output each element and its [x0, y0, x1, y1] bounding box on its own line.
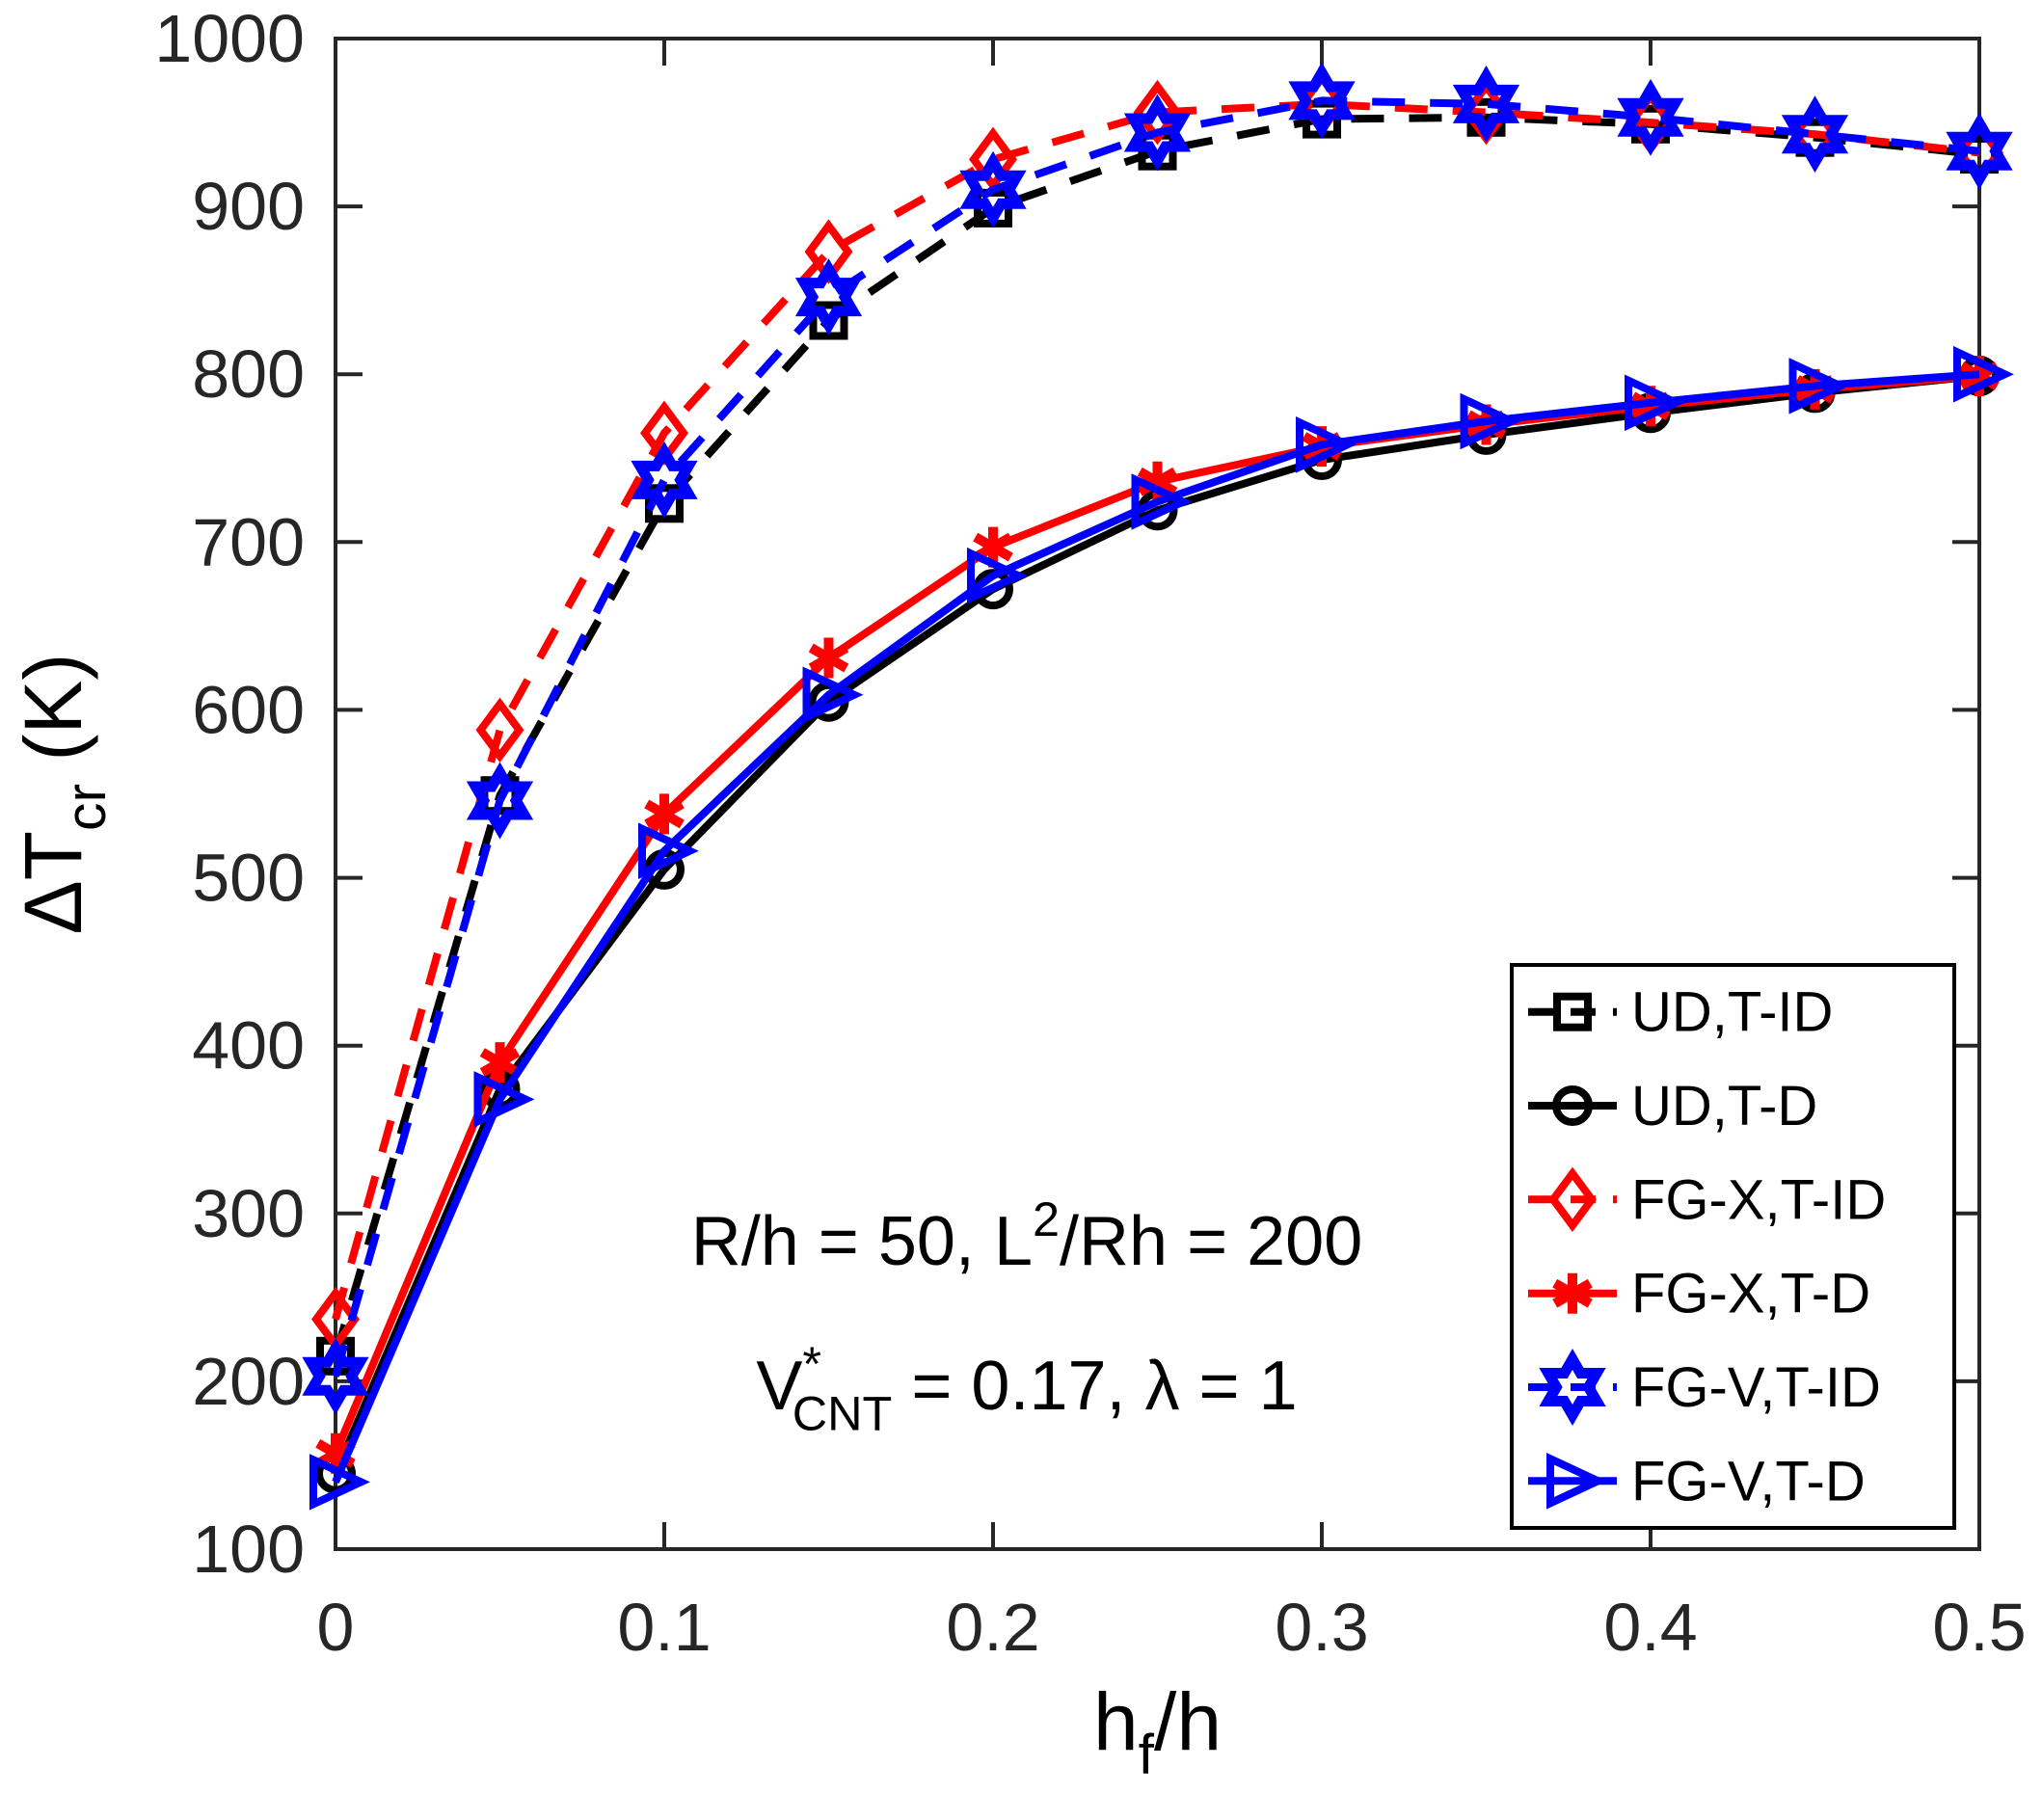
marker-hexagram [1539, 1349, 1606, 1426]
marker-triangle-right [473, 1071, 535, 1128]
annotation-2: V* CNT = 0.17, λ = 1 [756, 1336, 1297, 1441]
marker-square [1553, 992, 1592, 1031]
legend-item: FG-V,T-D [1528, 1450, 1866, 1512]
legend-item: FG-X,T-ID [1528, 1166, 1886, 1233]
plot-border [334, 37, 1981, 1551]
y-tick-label: 400 [192, 1008, 305, 1084]
y-tick-label: 100 [192, 1512, 305, 1587]
legend-item: FG-X,T-D [1528, 1263, 1870, 1325]
marker-diamond [1133, 79, 1182, 146]
legend-label: FG-V,T-D [1631, 1450, 1866, 1512]
marker-triangle-right [1460, 392, 1521, 450]
marker-hexagram [1123, 94, 1192, 172]
x-tick-label: 0.3 [1275, 1590, 1368, 1665]
legend-label: UD,T-ID [1631, 981, 1833, 1044]
marker-hexagram [1288, 62, 1356, 140]
y-tick-label: 600 [192, 672, 305, 747]
marker-triangle-right [1625, 374, 1685, 432]
marker-hexagram [959, 150, 1027, 228]
legend-box [1510, 963, 1956, 1530]
marker-hexagram [466, 762, 534, 840]
y-tick-label: 500 [192, 841, 305, 916]
marker-square [809, 301, 848, 340]
y-tick-label: 900 [192, 169, 305, 244]
marker-hexagram [631, 441, 698, 519]
annotation-1: R/h = 50, L2/Rh = 200 [691, 1191, 1363, 1280]
x-tick-label: 0.1 [617, 1590, 711, 1665]
y-tick-label: 300 [192, 1176, 305, 1251]
marker-triangle-right [1296, 416, 1357, 473]
marker-hexagram [794, 258, 863, 336]
legend-item: UD,T-D [1528, 1075, 1817, 1138]
x-tick-label: 0.5 [1932, 1590, 2026, 1665]
legend-label: FG-X,T-ID [1631, 1168, 1886, 1231]
marker-triangle-right [967, 547, 1028, 604]
y-tick-label: 800 [192, 336, 305, 412]
marker-diamond [969, 126, 1017, 193]
series-line [332, 99, 1980, 1321]
legend-item: UD,T-ID [1528, 981, 1833, 1044]
y-tick-label: 700 [192, 504, 305, 579]
series-FG-V-T-D [309, 345, 2014, 1511]
marker-hexagram [1946, 112, 2013, 190]
x-tick-label: 0.2 [946, 1590, 1039, 1665]
y-axis-label: ΔTcr (K) [8, 654, 118, 935]
marker-asterisk [644, 793, 685, 835]
marker-triangle-right [1546, 1453, 1607, 1510]
y-tick-label: 1000 [154, 1, 305, 76]
marker-triangle-right [1953, 345, 2014, 403]
x-tick-label: 0 [317, 1590, 355, 1665]
marker-triangle-right [802, 666, 864, 724]
marker-hexagram [302, 1337, 369, 1415]
marker-asterisk [479, 1042, 521, 1084]
marker-diamond [475, 697, 524, 763]
marker-circle [1552, 1085, 1593, 1126]
y-tick-label: 200 [192, 1344, 305, 1419]
marker-diamond [1548, 1166, 1597, 1233]
marker-hexagram [1781, 95, 1849, 174]
marker-triangle-right [638, 822, 699, 879]
series-line [332, 370, 1980, 1484]
legend-label: FG-X,T-D [1631, 1263, 1870, 1325]
x-tick-label: 0.4 [1603, 1590, 1697, 1665]
legend-label: UD,T-D [1631, 1075, 1817, 1138]
y-tick-labels: 100 200 300 400 500 600 700 800 900 1000 [154, 1, 305, 1587]
marker-triangle-right [309, 1454, 370, 1511]
legend-label: FG-V,T-ID [1631, 1356, 1881, 1419]
marker-asterisk [808, 637, 849, 679]
series-line [332, 96, 1980, 1378]
legend: UD,T-ID UD,T-D FG-X,T-ID FG-X,T-D FG-V,T-ID F… [1510, 963, 1956, 1530]
x-tick-labels: 0 0.1 0.2 0.3 0.4 0.5 [317, 1590, 2027, 1665]
x-axis-label: hf/h [1093, 1676, 1222, 1786]
series-FG-V-T-ID [302, 62, 2013, 1415]
marker-hexagram [1617, 78, 1684, 156]
marker-triangle-right [1131, 473, 1193, 530]
marker-triangle-right [1788, 358, 1850, 415]
legend-item: FG-V,T-ID [1528, 1349, 1881, 1426]
marker-asterisk [1552, 1272, 1593, 1314]
marker-hexagram [1452, 65, 1520, 143]
